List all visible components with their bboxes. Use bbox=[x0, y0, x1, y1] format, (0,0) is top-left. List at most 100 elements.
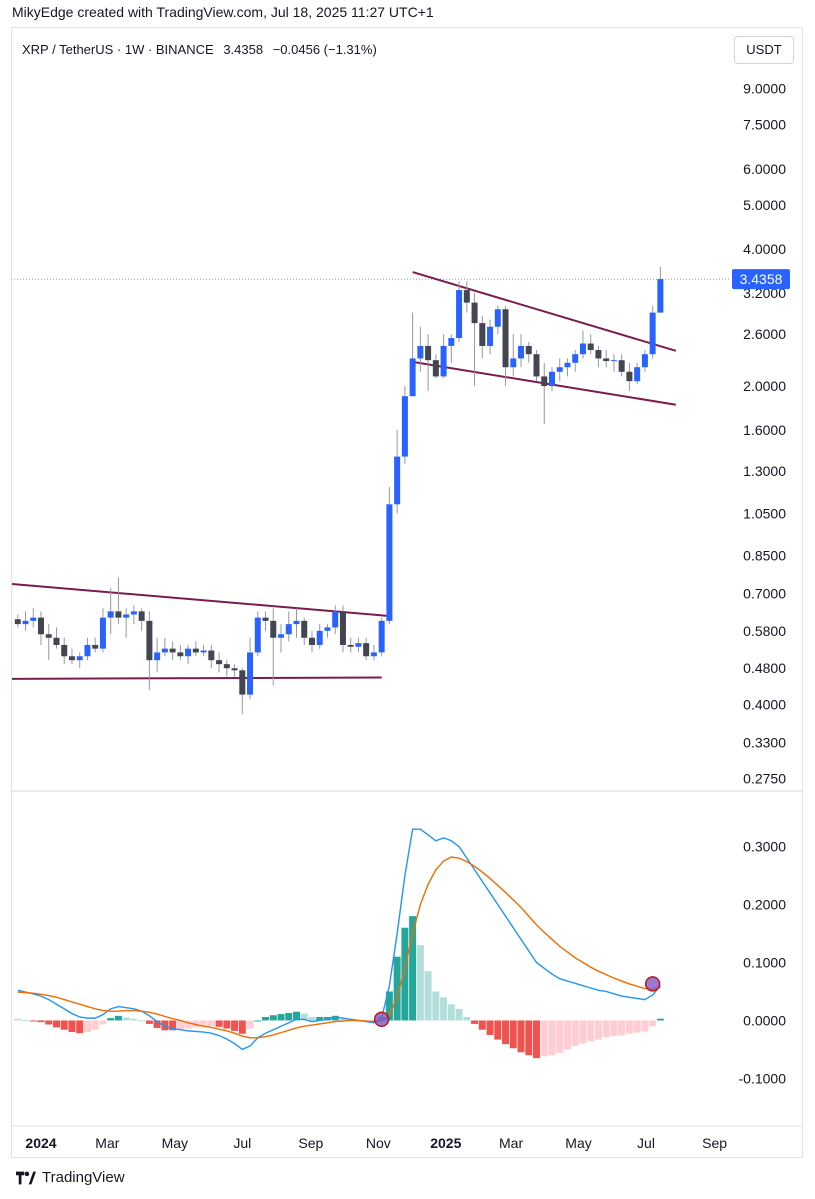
time-axis-tick: 2024 bbox=[25, 1135, 56, 1151]
macd-histogram-bar bbox=[207, 1020, 215, 1027]
macd-histogram-bar bbox=[517, 1020, 525, 1053]
candle-body bbox=[641, 354, 648, 368]
macd-histogram-bar bbox=[22, 1019, 30, 1021]
candle-body bbox=[130, 611, 137, 615]
macd-histogram-bar bbox=[60, 1020, 68, 1030]
macd-histogram-bar bbox=[99, 1020, 107, 1025]
time-axis-tick: May bbox=[162, 1135, 188, 1151]
candle-body bbox=[92, 644, 99, 649]
candle-body bbox=[401, 396, 408, 457]
macd-histogram-bar bbox=[246, 1020, 254, 1029]
macd-histogram-bar bbox=[308, 1016, 316, 1021]
macd-histogram-bar bbox=[556, 1020, 564, 1053]
candle-body bbox=[38, 617, 44, 635]
candle-body bbox=[533, 354, 540, 377]
candle-body bbox=[30, 617, 37, 621]
candle-body bbox=[463, 290, 470, 303]
candle-body bbox=[169, 648, 176, 653]
candle-body bbox=[541, 376, 548, 387]
macd-histogram-bar bbox=[145, 1020, 153, 1024]
candle-body bbox=[456, 290, 463, 339]
brand-footer: TradingView bbox=[16, 1169, 125, 1186]
candle-body bbox=[84, 644, 91, 657]
macd-histogram-bar bbox=[649, 1020, 657, 1027]
candle-body bbox=[76, 656, 83, 661]
candle-body bbox=[487, 326, 494, 346]
macd-histogram-bar bbox=[76, 1020, 84, 1034]
currency-unit-button[interactable]: USDT bbox=[734, 36, 794, 64]
price-axis-tick: 0.4800 bbox=[743, 660, 786, 676]
macd-histogram-bar bbox=[455, 1008, 463, 1021]
candle-body bbox=[448, 338, 455, 346]
chart-frame bbox=[11, 27, 803, 1158]
candle-body bbox=[247, 652, 254, 695]
macd-axis-tick: 0.0000 bbox=[743, 1012, 786, 1028]
candle-body bbox=[270, 620, 277, 638]
macd-histogram-bar bbox=[29, 1020, 37, 1022]
candle-body bbox=[355, 643, 362, 647]
candle-body bbox=[339, 611, 346, 645]
macd-histogram-bar bbox=[571, 1020, 579, 1046]
candle-body bbox=[471, 302, 478, 324]
macd-histogram-bar bbox=[68, 1020, 76, 1033]
macd-histogram-bar bbox=[169, 1020, 177, 1031]
macd-axis-tick: 0.3000 bbox=[743, 839, 786, 855]
macd-histogram-bar bbox=[91, 1020, 99, 1030]
candle-body bbox=[192, 648, 199, 653]
time-axis-tick: Sep bbox=[298, 1135, 323, 1151]
candle-body bbox=[525, 345, 532, 355]
candle-body bbox=[657, 279, 664, 313]
macd-histogram-bar bbox=[440, 997, 448, 1021]
macd-histogram-bar bbox=[594, 1020, 602, 1040]
candle-body bbox=[22, 620, 29, 625]
macd-histogram-bar bbox=[153, 1020, 161, 1028]
candle-body bbox=[502, 309, 509, 368]
price-axis-tick: 6.0000 bbox=[743, 161, 786, 177]
time-axis-tick: Jul bbox=[637, 1135, 655, 1151]
candle-body bbox=[386, 504, 393, 621]
price-axis-tick: 5.0000 bbox=[743, 197, 786, 213]
macd-histogram-bar bbox=[83, 1020, 91, 1033]
macd-histogram-bar bbox=[176, 1020, 184, 1030]
trendline bbox=[11, 676, 382, 680]
macd-histogram-bar bbox=[300, 1013, 308, 1021]
candle-body bbox=[494, 309, 501, 327]
macd-histogram-bar bbox=[37, 1020, 45, 1023]
symbol-info: XRP / TetherUS · 1W · BINANCE bbox=[22, 42, 214, 57]
candle-body bbox=[564, 362, 571, 368]
macd-histogram-bar bbox=[107, 1018, 115, 1021]
candle-body bbox=[231, 668, 238, 671]
macd-histogram-bar bbox=[602, 1020, 610, 1038]
candle-body bbox=[14, 619, 21, 625]
macd-histogram-bar bbox=[231, 1020, 239, 1031]
candle-body bbox=[332, 611, 339, 628]
candle-body bbox=[115, 611, 122, 618]
macd-histogram-bar bbox=[447, 1004, 455, 1021]
candle-body bbox=[548, 371, 555, 387]
macd-histogram-bar bbox=[409, 916, 417, 1021]
macd-histogram-bar bbox=[618, 1020, 626, 1036]
last-price-badge-label: 3.4358 bbox=[740, 271, 783, 287]
candle-body bbox=[603, 358, 610, 362]
macd-histogram-bar bbox=[130, 1018, 138, 1021]
macd-histogram-bar bbox=[184, 1020, 192, 1029]
macd-axis-tick: -0.1000 bbox=[739, 1070, 787, 1086]
macd-histogram-bar bbox=[200, 1020, 208, 1027]
macd-histogram-bar bbox=[138, 1020, 146, 1022]
macd-histogram-bar bbox=[45, 1020, 53, 1025]
candle-body bbox=[316, 630, 323, 645]
candle-body bbox=[68, 656, 75, 661]
price-axis-tick: 1.3000 bbox=[743, 463, 786, 479]
price-change-value: −0.0456 (−1.31%) bbox=[272, 42, 377, 57]
candle-body bbox=[432, 360, 439, 377]
signal-line bbox=[17, 856, 661, 1039]
macd-histogram-bar bbox=[432, 991, 440, 1021]
price-axis-tick: 0.2750 bbox=[743, 770, 786, 786]
macd-histogram-bar bbox=[502, 1020, 510, 1045]
candle-body bbox=[440, 345, 447, 377]
candle-body bbox=[618, 360, 625, 372]
macd-histogram-bar bbox=[610, 1020, 618, 1037]
candle-body bbox=[425, 345, 432, 361]
candle-body bbox=[161, 648, 168, 653]
